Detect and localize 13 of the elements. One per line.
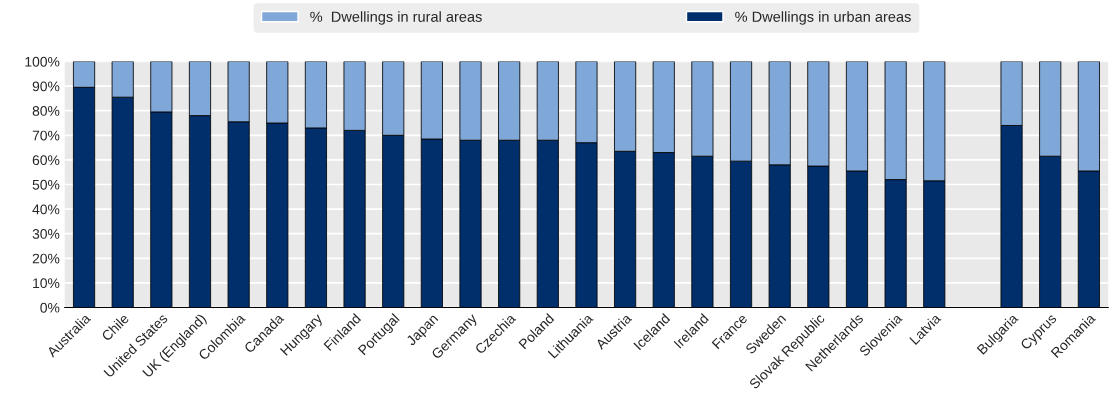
legend-label: % Dwellings in rural areas <box>310 11 482 25</box>
y-tick-label: 20% <box>32 253 60 264</box>
y-tick-label: 30% <box>32 229 60 239</box>
y-tick-label: 50% <box>32 179 60 190</box>
legend-label: % Dwellings in urban areas <box>735 11 911 25</box>
y-tick-label: 70% <box>32 130 60 141</box>
y-tick-label: 90% <box>32 81 60 92</box>
y-tick-label: 40% <box>32 204 60 215</box>
y-tick-label: 10% <box>33 278 60 289</box>
y-tick-label: 60% <box>32 155 60 166</box>
y-tick-label: 80% <box>32 106 60 116</box>
y-tick-label: 0% <box>40 302 60 313</box>
y-tick-label: 100% <box>25 56 60 67</box>
